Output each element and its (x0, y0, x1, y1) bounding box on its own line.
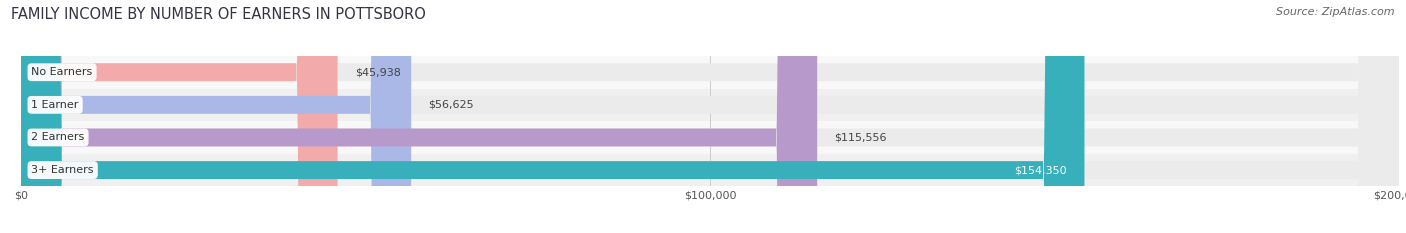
Text: $154,350: $154,350 (1015, 165, 1067, 175)
FancyBboxPatch shape (21, 0, 1399, 233)
Text: 3+ Earners: 3+ Earners (31, 165, 94, 175)
Text: $56,625: $56,625 (429, 100, 474, 110)
FancyBboxPatch shape (21, 56, 1399, 89)
FancyBboxPatch shape (21, 0, 817, 233)
FancyBboxPatch shape (21, 0, 337, 233)
FancyBboxPatch shape (21, 154, 1399, 186)
Text: 1 Earner: 1 Earner (31, 100, 79, 110)
Text: $115,556: $115,556 (834, 133, 887, 142)
FancyBboxPatch shape (21, 0, 1399, 233)
FancyBboxPatch shape (21, 121, 1399, 154)
Text: FAMILY INCOME BY NUMBER OF EARNERS IN POTTSBORO: FAMILY INCOME BY NUMBER OF EARNERS IN PO… (11, 7, 426, 22)
FancyBboxPatch shape (21, 0, 1399, 233)
FancyBboxPatch shape (21, 0, 411, 233)
FancyBboxPatch shape (21, 0, 1084, 233)
Text: No Earners: No Earners (31, 67, 93, 77)
FancyBboxPatch shape (21, 0, 1399, 233)
Text: Source: ZipAtlas.com: Source: ZipAtlas.com (1277, 7, 1395, 17)
Text: 2 Earners: 2 Earners (31, 133, 84, 142)
FancyBboxPatch shape (21, 89, 1399, 121)
Text: $45,938: $45,938 (354, 67, 401, 77)
